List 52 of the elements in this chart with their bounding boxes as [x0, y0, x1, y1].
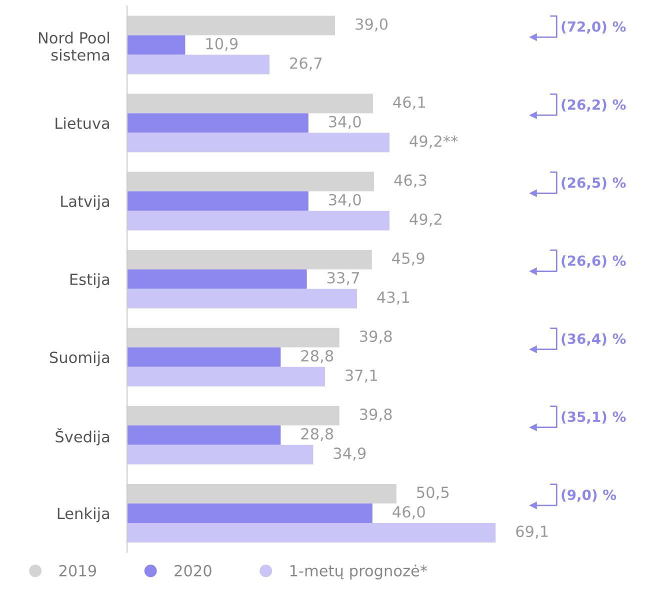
data-label: 43,1	[377, 291, 410, 305]
y-tick-label: Lenkija	[58, 507, 110, 522]
bar	[127, 522, 496, 542]
bar	[127, 54, 270, 74]
data-label: 34,0	[329, 116, 361, 130]
data-label: 33,7	[327, 272, 359, 286]
bar	[127, 425, 281, 445]
legend-label: 2019	[59, 564, 96, 576]
data-label: 39,8	[360, 330, 392, 344]
bar	[127, 347, 281, 367]
data-label: 34,0	[329, 194, 361, 208]
data-label: 46,1	[393, 96, 426, 110]
data-label: 26,7	[290, 57, 322, 70]
legend-label: 2020	[174, 564, 212, 576]
bar	[127, 288, 357, 308]
legend-label: 1-metų prognozė*	[290, 564, 428, 580]
bar	[127, 191, 308, 211]
data-label: 37,1	[346, 370, 378, 383]
bar	[127, 503, 372, 523]
data-label: 49,2	[410, 213, 442, 227]
y-tick-label: Suomija	[50, 351, 110, 366]
text: (72,0) %	[562, 21, 626, 34]
bar	[127, 366, 325, 386]
data-label: 69,1	[516, 526, 548, 539]
y-tick-label: Latvija	[61, 195, 110, 210]
bar	[127, 210, 390, 230]
data-label: 49,2**	[410, 135, 458, 149]
y-tick-label: Nord Pool sistema	[38, 32, 110, 61]
bar	[127, 35, 186, 55]
y-tick-label: Lietuva	[56, 117, 110, 130]
data-label: 50,5	[417, 486, 449, 500]
text: (35,1) %	[562, 411, 626, 424]
data-label: 34,9	[334, 448, 366, 461]
text: (36,4) %	[562, 333, 626, 346]
y-tick-label: Švedija	[56, 428, 110, 446]
text: (26,5) %	[562, 177, 626, 190]
y-tick-label: Estija	[70, 273, 110, 288]
data-label: 39,0	[356, 18, 388, 32]
data-label: 10,9	[206, 38, 238, 51]
bar	[127, 113, 308, 133]
data-label: 39,8	[360, 408, 392, 422]
bar	[127, 444, 314, 464]
text: (26,6) %	[562, 255, 626, 268]
text: (9,0) %	[562, 489, 616, 502]
bar	[127, 269, 307, 289]
bar	[127, 132, 390, 152]
data-label: 28,8	[301, 350, 334, 364]
data-label: 45,9	[392, 252, 424, 266]
data-label: 46,3	[394, 174, 426, 188]
data-label: 46,0	[392, 506, 425, 520]
text: (26,2) %	[562, 99, 626, 112]
data-label: 28,8	[301, 428, 334, 442]
